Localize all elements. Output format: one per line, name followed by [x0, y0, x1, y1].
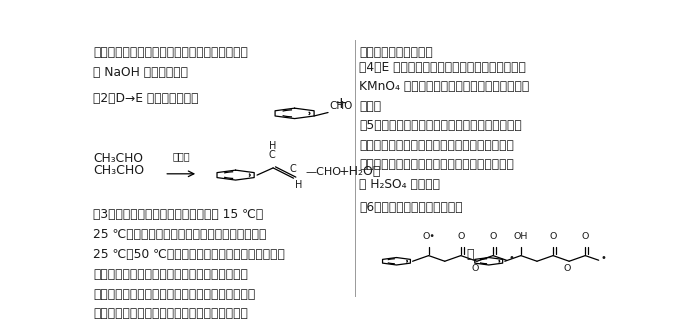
Text: （4）E 的官能团为碳碳双键和醒基，都能被酸性: （4）E 的官能团为碳碳双键和醒基，都能被酸性 [359, 61, 526, 74]
Text: 合，造成副产物增多。: 合，造成副产物增多。 [359, 46, 432, 59]
Text: 升高，催化剂达到更适温度，选择性提高，使产率: 升高，催化剂达到更适温度，选择性提高，使产率 [93, 288, 255, 301]
Text: O: O [563, 264, 571, 273]
Text: KMnO₄ 溶液氧化，反应生成的有机物名称为苯: KMnO₄ 溶液氧化，反应生成的有机物名称为苯 [359, 80, 529, 93]
Text: H: H [295, 180, 302, 190]
Text: C: C [268, 150, 275, 160]
Text: O: O [471, 264, 478, 273]
Text: C: C [289, 164, 295, 174]
Text: •: • [600, 253, 606, 263]
Text: 用 H₂SO₄ 的结果。: 用 H₂SO₄ 的结果。 [359, 178, 440, 191]
Text: O: O [489, 232, 497, 241]
Text: 乙酯，反应中需要用到浓硫酸作催化剂，则肉桂: 乙酯，反应中需要用到浓硫酸作催化剂，则肉桂 [359, 139, 514, 152]
Text: 酸乙酯生产流程中机械腑蚀严重，可能是大量使: 酸乙酯生产流程中机械腑蚀严重，可能是大量使 [359, 158, 514, 171]
Text: 增大；随着温度进一步升高，加剧了醛类自身缩: 增大；随着温度进一步升高，加剧了醛类自身缩 [93, 307, 248, 320]
Text: CH₃CHO: CH₃CHO [93, 164, 144, 177]
Text: —CHO: —CHO [305, 167, 341, 177]
Text: 中变化趋势的原因可能是：最初随着反应温度的: 中变化趋势的原因可能是：最初随着反应温度的 [93, 268, 248, 281]
Text: 甲酸。: 甲酸。 [359, 100, 381, 113]
Text: （5）通过肉桂酸与乙醇的酩化反应可得到肉桂酸: （5）通过肉桂酸与乙醇的酩化反应可得到肉桂酸 [359, 119, 522, 132]
Text: 为 NaOH 溶液、加热。: 为 NaOH 溶液、加热。 [93, 66, 188, 79]
Text: CH₃CHO: CH₃CHO [93, 152, 143, 165]
Text: （2）D→E 的化学方程式为: （2）D→E 的化学方程式为 [93, 92, 199, 105]
Text: CHO: CHO [329, 101, 352, 111]
Text: OH: OH [513, 232, 528, 241]
Text: •: • [508, 253, 514, 263]
Text: +: + [335, 96, 347, 111]
Text: （3）根据表中信息可知，反应温度在 15 ℃～: （3）根据表中信息可知，反应温度在 15 ℃～ [93, 208, 263, 221]
Text: 羿基，则发生的反应为卤代烃的水解，反应条件: 羿基，则发生的反应为卤代烃的水解，反应条件 [93, 46, 248, 59]
Text: 25 ℃～50 ℃时，温度越高，产物收率越小，则表: 25 ℃～50 ℃时，温度越高，产物收率越小，则表 [93, 248, 285, 261]
Text: +H₂O。: +H₂O。 [339, 165, 381, 178]
Text: O•: O• [422, 232, 435, 241]
Text: （6）根据题意可知中间物质为: （6）根据题意可知中间物质为 [359, 201, 462, 214]
Text: O: O [581, 232, 589, 241]
Text: 催化剂: 催化剂 [172, 151, 190, 161]
Text: ，: ， [466, 248, 474, 261]
Text: H: H [269, 141, 277, 151]
Text: 25 ℃时，温度越高，产物收率越大。反应温度在: 25 ℃时，温度越高，产物收率越大。反应温度在 [93, 228, 266, 241]
Text: O: O [549, 232, 557, 241]
Text: O: O [457, 232, 464, 241]
